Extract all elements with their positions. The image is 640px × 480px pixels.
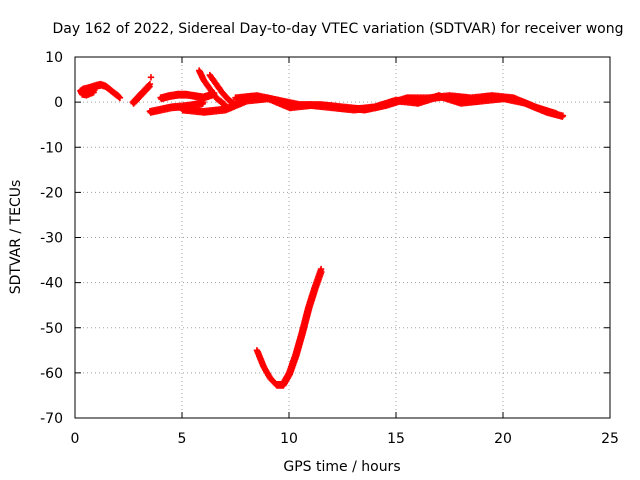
y-tick-labels: 10 0 -10 -20 -30 -40 -50 -60 -70 — [40, 50, 63, 427]
data-point — [146, 80, 154, 88]
x-tick-label: 20 — [494, 431, 512, 447]
x-tick-label: 15 — [387, 431, 405, 447]
data-point — [553, 110, 560, 117]
y-tick-label: 0 — [54, 95, 63, 111]
x-axis-label: GPS time / hours — [283, 459, 400, 475]
y-axis-label: SDTVAR / TECUs — [8, 180, 24, 295]
y-tick-label: -10 — [40, 140, 63, 156]
y-tick-label: -40 — [40, 276, 63, 292]
plot-frame — [74, 56, 611, 419]
y-tick-label: 10 — [45, 50, 63, 66]
data-point — [147, 74, 155, 81]
x-tick-label: 0 — [71, 431, 80, 447]
x-tick-label: 25 — [601, 431, 619, 447]
data-point — [317, 265, 325, 273]
x-tick-label: 10 — [280, 431, 298, 447]
data-point — [91, 87, 98, 94]
x-tick-label: 5 — [178, 431, 187, 447]
grid — [75, 57, 610, 418]
x-tick-labels: 0 5 10 15 20 25 — [71, 431, 619, 447]
chart-title: Day 162 of 2022, Sidereal Day-to-day VTE… — [53, 21, 624, 37]
y-tick-label: -70 — [40, 411, 63, 427]
data-point — [559, 112, 567, 119]
data-point — [116, 94, 124, 101]
y-tick-label: -50 — [40, 321, 63, 337]
y-tick-label: -20 — [40, 185, 63, 201]
y-tick-label: -60 — [40, 366, 63, 382]
y-tick-label: -30 — [40, 231, 63, 247]
data-marks — [77, 67, 567, 389]
